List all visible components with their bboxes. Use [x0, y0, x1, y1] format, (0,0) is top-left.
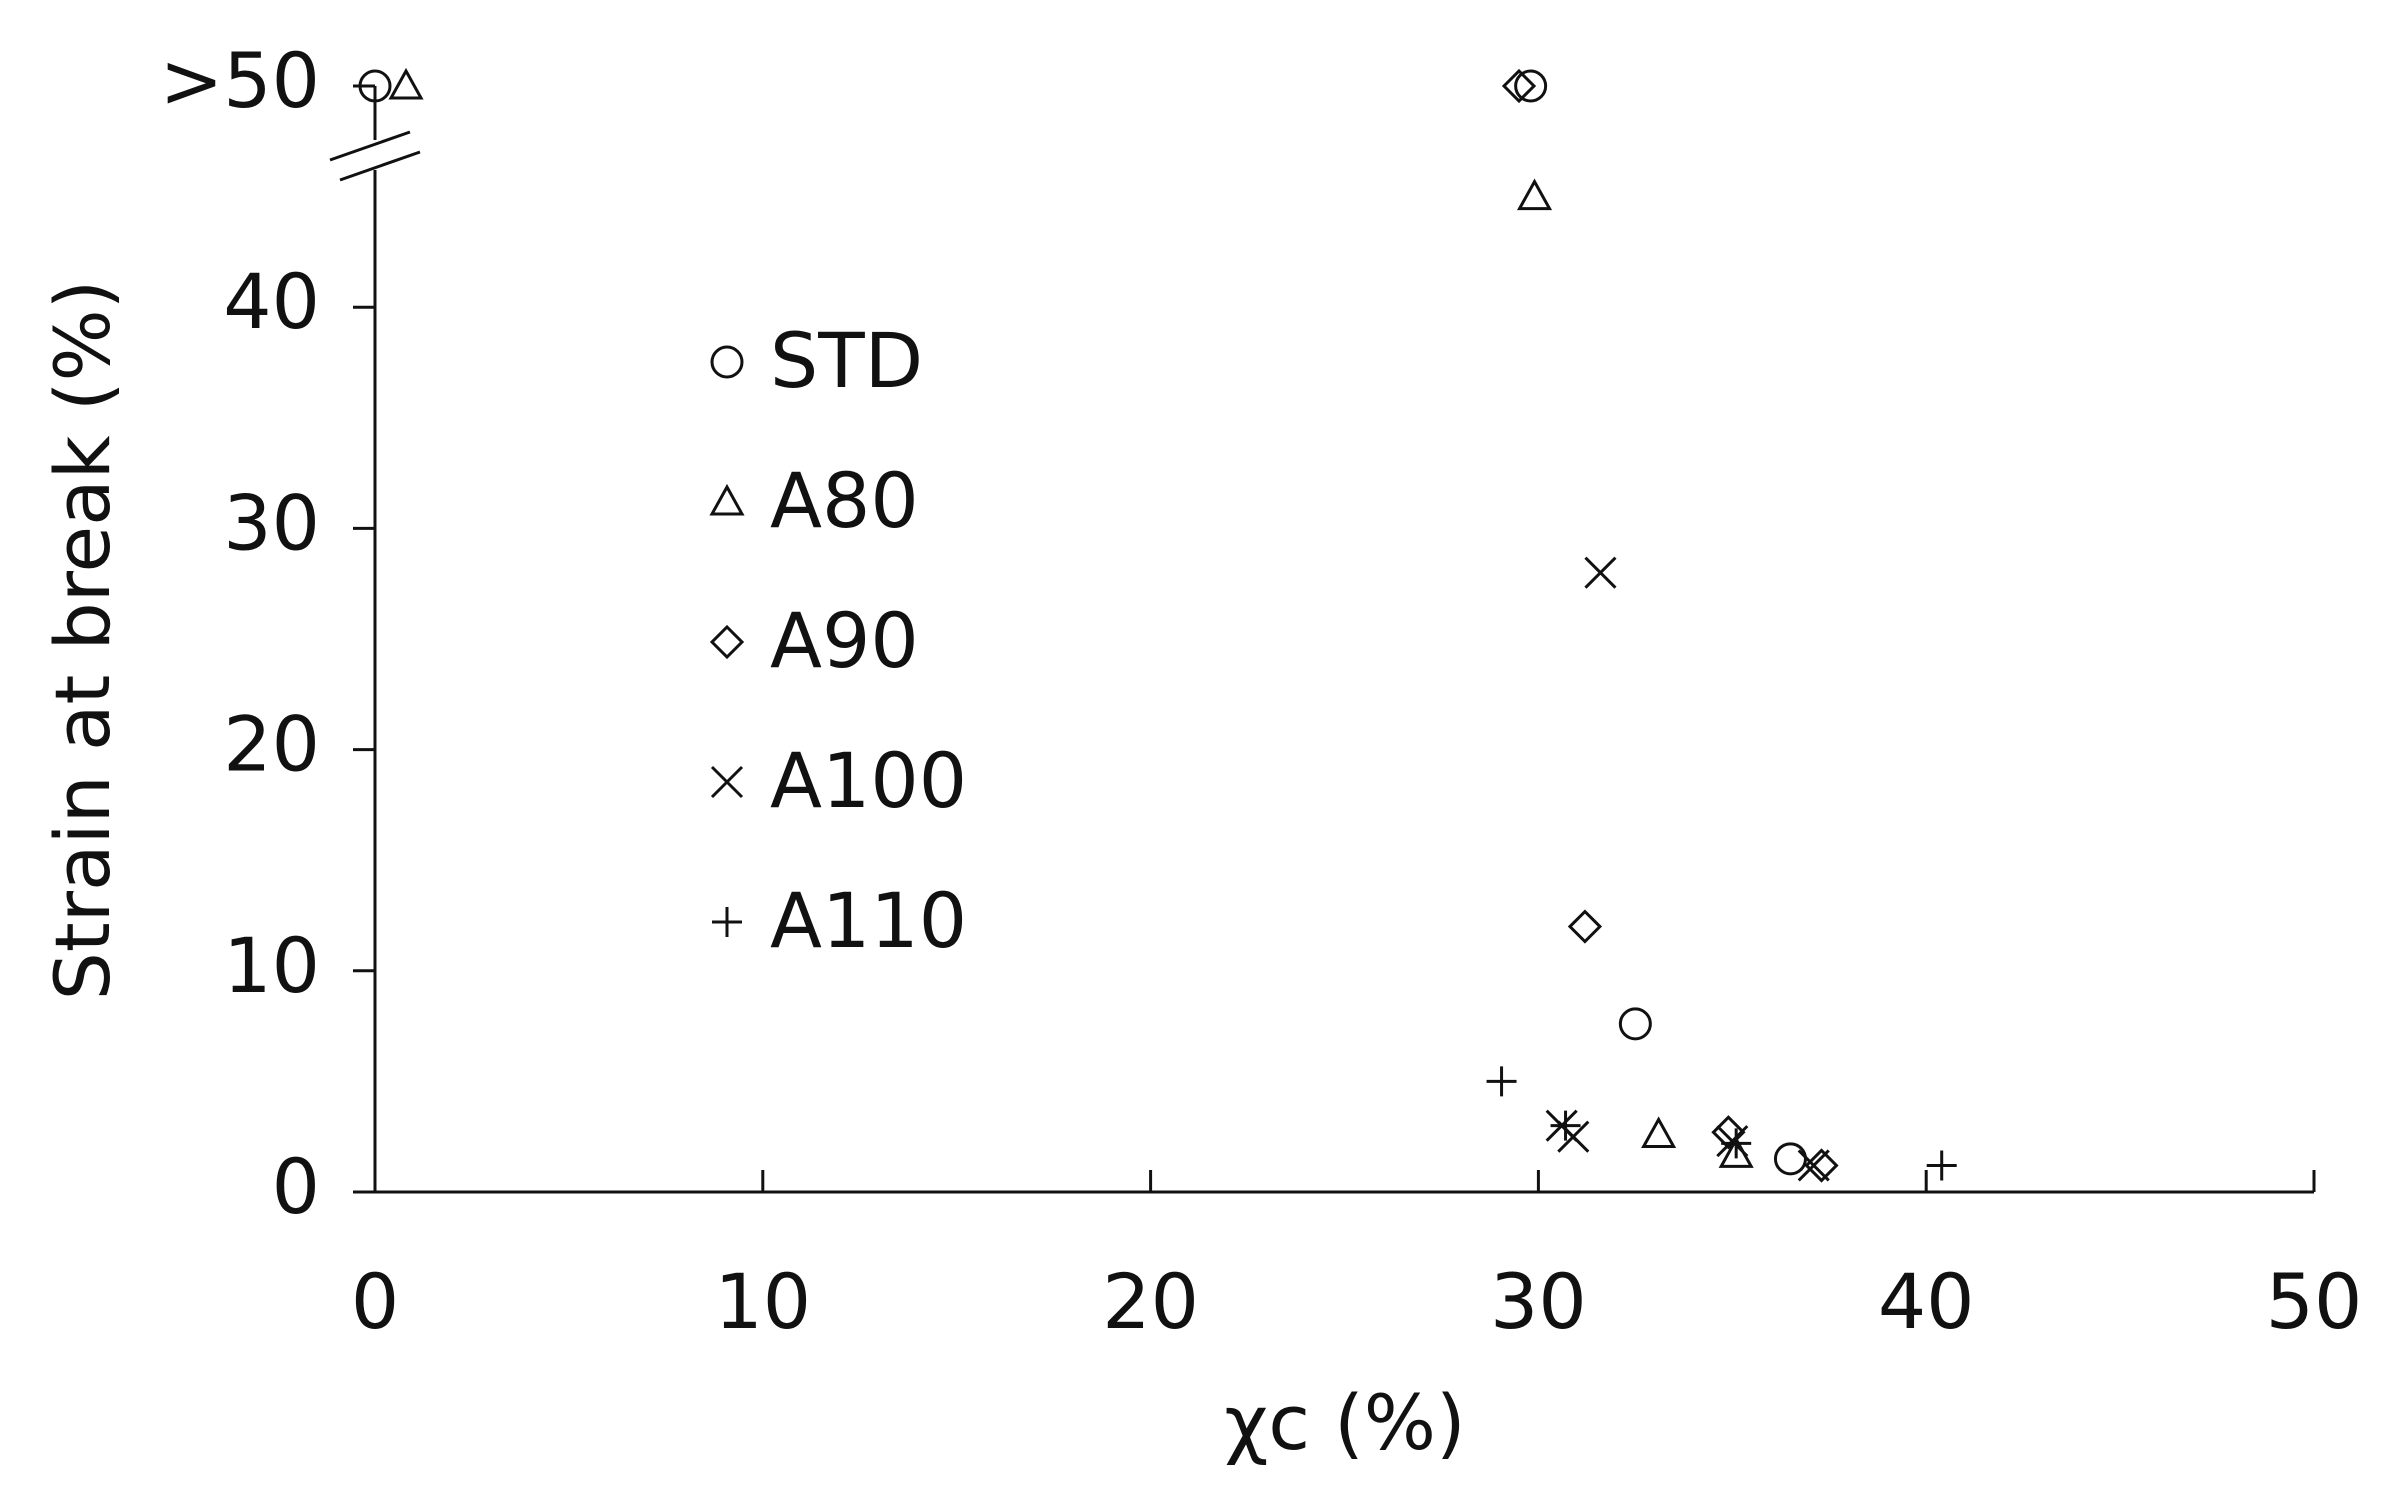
marker	[1584, 556, 1617, 589]
legend-marker	[710, 765, 744, 799]
marker	[1486, 1066, 1517, 1097]
y-tick-label: 20	[223, 700, 320, 789]
legend-label: STD	[770, 316, 923, 405]
marker	[388, 67, 424, 100]
marker	[1716, 1125, 1749, 1158]
marker	[1567, 909, 1603, 944]
y-tick-label: 0	[272, 1142, 320, 1231]
y-axis-label: Strain at break (%)	[38, 280, 127, 1001]
axis-break	[329, 130, 411, 162]
y-tick-label: 10	[223, 921, 320, 1010]
marker	[1773, 1142, 1807, 1176]
marker	[1804, 1148, 1839, 1183]
marker	[1797, 1149, 1830, 1182]
legend-marker	[709, 483, 745, 516]
x-tick-label: 30	[1490, 1257, 1587, 1346]
marker	[1501, 68, 1537, 104]
x-tick-label: 0	[351, 1257, 399, 1346]
marker	[1641, 1116, 1677, 1148]
legend-label: A100	[770, 736, 967, 825]
y-tick-label: 40	[223, 257, 320, 346]
x-tick-label: 20	[1102, 1257, 1199, 1346]
legend-marker	[710, 345, 744, 379]
axis-break	[339, 150, 421, 182]
x-tick-label: 50	[2266, 1257, 2363, 1346]
y-tick-label: 30	[223, 478, 320, 567]
marker	[1926, 1150, 1957, 1181]
legend-label: A110	[770, 876, 967, 965]
legend-marker	[709, 624, 745, 660]
marker	[1721, 1128, 1752, 1159]
marker	[1550, 1110, 1581, 1141]
y-tick-label: >50	[160, 36, 320, 125]
x-axis-label: χc (%)	[1224, 1378, 1465, 1467]
x-tick-label: 40	[1878, 1257, 1975, 1346]
marker	[1618, 1007, 1652, 1041]
x-tick-label: 10	[714, 1257, 811, 1346]
marker	[1514, 69, 1548, 103]
legend-marker	[712, 907, 742, 937]
legend-label: A90	[770, 596, 919, 685]
marker	[358, 69, 392, 103]
marker	[1516, 178, 1553, 211]
legend-label: A80	[770, 456, 919, 545]
